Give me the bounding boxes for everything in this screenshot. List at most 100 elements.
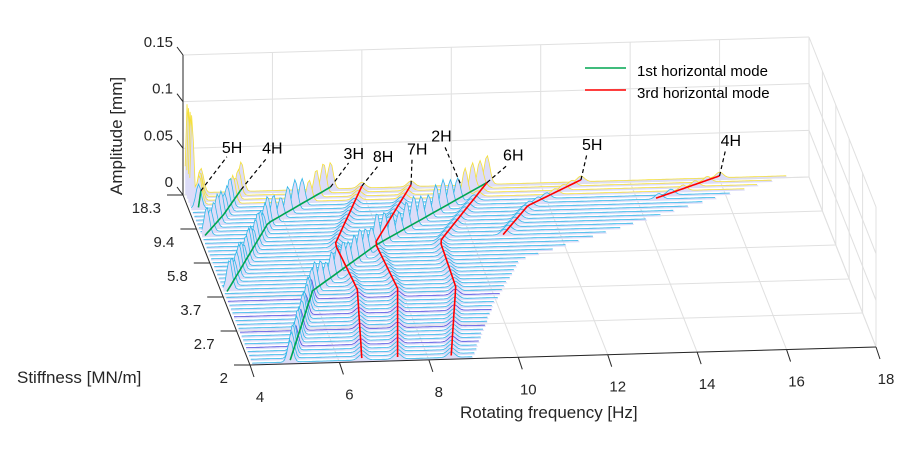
x-axis-line	[249, 346, 877, 366]
surface-row	[214, 234, 526, 267]
surface-row-fill	[205, 213, 607, 246]
surface-row	[198, 195, 661, 229]
annotation-leader	[718, 149, 727, 176]
y-tick-label: 2.7	[194, 336, 215, 353]
mode-curve-3rd-8H	[334, 185, 363, 359]
annotation-label: 7H	[407, 142, 427, 159]
surface-row	[224, 261, 504, 294]
x-axis-label: Rotating frequency [Hz]	[460, 403, 638, 422]
surface-row	[215, 240, 518, 271]
x-tick-label: 18	[878, 371, 895, 388]
mode-curve-3rd-6H	[440, 181, 488, 356]
mode-curve-1st-3H	[226, 186, 331, 292]
x-tick	[338, 362, 344, 375]
x-tick	[517, 357, 523, 370]
surface-row	[211, 226, 553, 260]
surface-row-fill	[227, 278, 501, 304]
mode-curve-1st-5H	[197, 190, 202, 208]
x-tick	[428, 359, 434, 373]
annotation-leader	[486, 164, 509, 183]
surface-row	[221, 257, 510, 287]
gridline-side-z	[808, 130, 877, 301]
surface-row	[235, 291, 490, 321]
z-tick	[176, 93, 184, 102]
surface-row	[204, 212, 606, 244]
surface-row-fill	[198, 196, 661, 230]
annotation-label: 5H	[222, 140, 242, 157]
surface-row-fill	[215, 241, 520, 273]
surface-row	[230, 275, 494, 310]
x-tick-label: 6	[345, 386, 353, 403]
surface-row	[237, 291, 488, 325]
surface-row-fill	[189, 115, 745, 207]
surface-row	[247, 321, 477, 352]
gridline-side-z	[808, 36, 877, 208]
surface-row	[243, 308, 482, 341]
annotation-leader	[200, 156, 228, 192]
annotation-leader	[361, 165, 379, 187]
x-tick-label: 14	[699, 376, 716, 393]
surface-row-fill	[192, 179, 717, 215]
surface-row	[195, 183, 688, 221]
z-tick	[176, 46, 184, 56]
annotation-label: 6H	[503, 148, 523, 165]
surface-row	[208, 213, 579, 252]
annotation-label: 4H	[721, 133, 741, 150]
y-tick-label: 9.4	[154, 234, 175, 251]
surface-row-fill	[194, 179, 703, 219]
gridline-floor-x	[719, 179, 788, 350]
surface-row	[200, 195, 646, 233]
axes: 0 0.05 0.1 0.15 2 2.7 3.7 5.8 9.4 18.3 4 6 8 10 12 14 16…	[132, 34, 895, 406]
surface-row-fill	[246, 325, 480, 350]
surface-row	[206, 212, 593, 248]
surface-row-fill	[202, 202, 634, 238]
surface-row	[232, 284, 492, 314]
gridline-back-z	[182, 36, 810, 56]
surface-row	[220, 251, 512, 283]
x-tick	[786, 349, 792, 362]
y-tick-label: 18.3	[132, 200, 161, 217]
mode-curve-3rd-4H	[655, 175, 720, 199]
y-tick-label: 5.8	[167, 268, 188, 285]
surface-row-fill	[188, 111, 759, 203]
surface-row-fill	[186, 108, 773, 199]
annotation-label: 8H	[373, 149, 393, 166]
mode-curve-1st-2H	[289, 181, 488, 361]
annotation-label: 3H	[344, 146, 364, 163]
gridline-back-z	[182, 129, 810, 149]
surface-row-fill	[185, 104, 787, 195]
gridline-back-z	[182, 83, 810, 103]
gridline-floor-x	[808, 176, 877, 348]
surface-row-fill	[206, 212, 594, 249]
gridline-floor-y	[236, 312, 863, 332]
x-tick-label: 10	[520, 381, 537, 398]
y-axis-label: Stiffness [MN/m]	[17, 368, 141, 387]
surface-row	[217, 241, 516, 275]
z-tick	[176, 140, 184, 149]
surface-row	[209, 224, 566, 256]
gridline-side-z	[808, 83, 877, 254]
surface-row	[229, 275, 498, 306]
annotation-leader	[330, 162, 350, 188]
gridline-floor-x	[629, 181, 698, 353]
annotation-label: 5H	[582, 137, 602, 154]
surface-row-fill	[230, 277, 496, 311]
surface-row	[238, 299, 488, 329]
y-tick-label: 2	[220, 370, 228, 387]
surface-row-fill	[200, 196, 648, 234]
y-axis-line	[182, 194, 251, 366]
surface-row	[240, 308, 486, 333]
surface-row	[187, 111, 758, 201]
surface-row	[234, 292, 492, 318]
annotation-label: 4H	[262, 141, 282, 158]
x-tick-label: 8	[435, 384, 443, 401]
surface-row	[184, 104, 787, 194]
surface-row	[241, 305, 483, 337]
mode-curve-1st-4H	[204, 189, 242, 237]
z-tick	[176, 186, 184, 196]
surface-row-fill	[252, 340, 474, 365]
z-tick-label: 0.15	[144, 34, 173, 51]
surface-row-fill	[195, 184, 689, 222]
